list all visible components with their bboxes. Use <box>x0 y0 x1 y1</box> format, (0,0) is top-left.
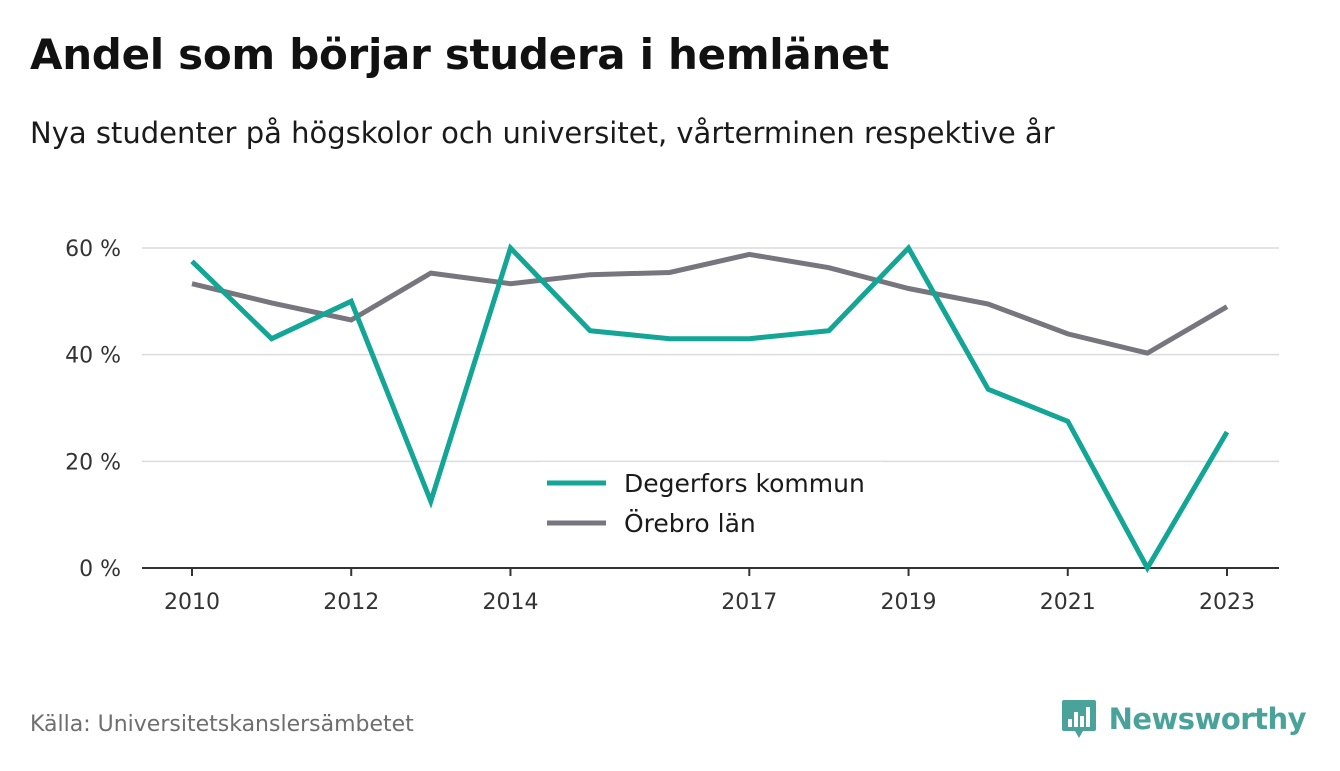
x-tick-label: 2019 <box>881 590 937 615</box>
legend: Degerfors kommun Örebro län <box>538 462 882 552</box>
brand-logo: Newsworthy <box>1061 698 1307 740</box>
y-tick-label: 60 % <box>65 237 121 262</box>
x-tick-label: 2012 <box>323 590 379 615</box>
x-tick-label: 2014 <box>482 590 538 615</box>
x-tick-label: 2010 <box>164 590 220 615</box>
chart-subtitle: Nya studenter på högskolor och universit… <box>30 116 1055 150</box>
brand-name: Newsworthy <box>1108 702 1307 736</box>
legend-label: Degerfors kommun <box>624 469 865 498</box>
x-tick-label: 2021 <box>1040 590 1096 615</box>
y-axis-ticks: 0 % 20 % 40 % 60 % <box>65 237 121 582</box>
series-line-orebro <box>191 251 1229 356</box>
x-axis-ticks: 2010 2012 2014 2017 2019 2021 2023 <box>164 568 1255 615</box>
x-tick-label: 2017 <box>721 590 777 615</box>
legend-background <box>538 462 882 552</box>
bar-chart-bubble-icon <box>1061 700 1096 738</box>
y-tick-label: 40 % <box>65 344 121 369</box>
legend-label: Örebro län <box>624 509 756 538</box>
chart-title: Andel som börjar studera i hemlänet <box>30 30 889 79</box>
series-line-degerfors <box>190 243 1230 574</box>
source-note: Källa: Universitetskanslersämbetet <box>30 712 414 737</box>
x-tick-label: 2023 <box>1199 590 1255 615</box>
y-tick-label: 20 % <box>65 450 121 475</box>
series-lines <box>190 243 1230 574</box>
y-tick-label: 0 % <box>79 557 121 582</box>
